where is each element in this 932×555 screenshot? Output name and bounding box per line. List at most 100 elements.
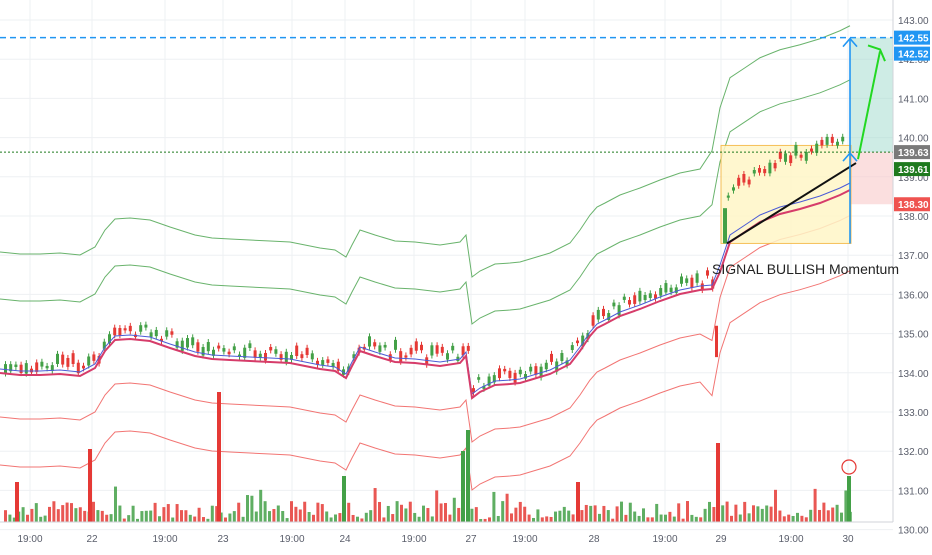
candle-body xyxy=(690,277,694,288)
volume-bar xyxy=(787,514,791,522)
volume-bar xyxy=(378,501,381,522)
volume-bar xyxy=(193,516,197,522)
y-tick-label: 137.00 xyxy=(898,251,929,262)
volume-bar xyxy=(386,505,390,522)
volume-bar xyxy=(554,511,557,522)
volume-bar xyxy=(48,506,51,522)
projection-arrow-green xyxy=(857,51,881,160)
volume-bar xyxy=(743,501,747,522)
volume-bar xyxy=(593,505,597,522)
candle-body xyxy=(836,141,839,146)
volume-bar xyxy=(738,514,742,522)
volume-bar xyxy=(78,507,82,522)
volume-bar xyxy=(136,518,139,522)
candle-body xyxy=(706,270,709,276)
volume-bar xyxy=(210,505,214,522)
y-tick-label: 132.00 xyxy=(898,447,929,458)
candle-body xyxy=(758,168,761,173)
volume-bar xyxy=(232,511,236,522)
candle-body xyxy=(76,362,80,374)
volume-bar xyxy=(545,516,549,522)
volume-bar xyxy=(250,495,254,522)
arrowhead-green xyxy=(867,44,886,62)
volume-bar xyxy=(114,486,117,522)
volume-bar xyxy=(444,503,447,522)
volume-bar xyxy=(8,514,12,522)
x-tick-label: 22 xyxy=(86,534,98,545)
volume-bar xyxy=(338,513,342,522)
candle-body xyxy=(253,350,257,358)
candle-body xyxy=(430,345,434,356)
candle-body xyxy=(212,349,215,356)
arrowhead-blue-lower xyxy=(842,151,858,162)
candle-body xyxy=(466,345,470,351)
x-tick-label: 19:00 xyxy=(778,534,803,545)
volume-bar xyxy=(501,501,505,522)
volume-bar xyxy=(188,514,192,522)
volume-bar xyxy=(413,512,417,522)
price-badge xyxy=(894,162,930,177)
volume-bar xyxy=(285,518,289,522)
volume-bar xyxy=(518,501,522,522)
volume-bar xyxy=(430,516,434,522)
volume-bar xyxy=(202,517,205,522)
candle-body xyxy=(544,362,548,370)
candle-body xyxy=(102,341,106,349)
candle-body xyxy=(4,364,7,374)
volume-bar xyxy=(562,506,566,522)
x-tick-label: 19:00 xyxy=(152,534,177,545)
volume-bar xyxy=(153,502,157,522)
volume-bar xyxy=(642,508,645,522)
candle-body xyxy=(14,364,18,368)
volume-bar xyxy=(65,502,69,522)
x-tick-label: 19:00 xyxy=(512,534,537,545)
candle-body xyxy=(820,139,824,146)
volume-bar xyxy=(162,507,166,522)
volume-bar xyxy=(391,514,395,522)
volume-bar xyxy=(765,505,769,522)
candle-body xyxy=(326,359,330,363)
volume-bar xyxy=(778,510,782,522)
volume-bar xyxy=(325,511,329,522)
volume-bar xyxy=(703,508,707,522)
candle-body xyxy=(617,305,621,316)
candle-body xyxy=(492,375,496,383)
moving-averages xyxy=(0,182,851,400)
candle-body xyxy=(243,347,247,358)
volume-bar xyxy=(26,514,29,522)
price-badge-label: 139.63 xyxy=(898,148,929,159)
candle-body xyxy=(830,136,834,143)
y-tick-label: 142.00 xyxy=(898,55,929,66)
candle-body xyxy=(113,327,117,336)
volume-bar xyxy=(131,505,135,522)
volume-bar xyxy=(395,501,399,522)
volume-bar xyxy=(61,505,65,522)
ma-slow-line xyxy=(0,189,851,400)
candle-body xyxy=(128,325,132,332)
candle-body xyxy=(24,363,28,374)
arrowhead-blue xyxy=(842,37,858,48)
candle-body xyxy=(227,351,231,355)
candle-body xyxy=(310,353,314,360)
volume-spike xyxy=(88,449,92,522)
candle-body xyxy=(357,347,361,353)
volume-bar xyxy=(268,511,271,522)
candle-body xyxy=(373,342,377,347)
volume-bar xyxy=(290,501,293,522)
volume-bar xyxy=(620,501,623,522)
candle-body xyxy=(191,337,195,346)
volume-bar xyxy=(510,513,513,522)
volume-bar xyxy=(122,518,126,522)
price-badge-label: 138.30 xyxy=(898,200,929,211)
volume-bar xyxy=(180,510,183,522)
volume-bar xyxy=(435,490,439,522)
volume-bar xyxy=(272,509,276,522)
volume-bar xyxy=(483,518,487,522)
volume-bar xyxy=(127,515,131,522)
volume-bar xyxy=(470,508,474,522)
volume-bar xyxy=(241,516,245,522)
candle-body xyxy=(352,354,356,359)
volume-bar xyxy=(840,512,843,522)
